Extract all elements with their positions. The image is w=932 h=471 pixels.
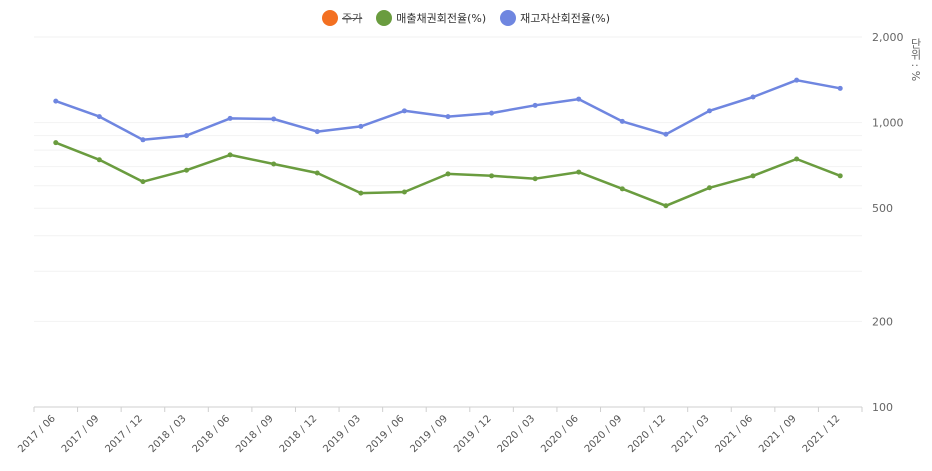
- data-point: [53, 98, 59, 104]
- y-tick-label: 2,000: [872, 31, 904, 44]
- legend-marker: [500, 10, 517, 26]
- data-point: [663, 203, 669, 209]
- legend-item[interactable]: 주가: [322, 10, 362, 26]
- x-tick-label: 2017 / 12: [103, 413, 145, 455]
- x-tick-labels: 2017 / 06 2017 / 09 2017 / 12 2018 / 03 2018…: [16, 413, 842, 455]
- data-point: [184, 133, 190, 139]
- x-tick-label: 2017 / 09: [60, 413, 102, 455]
- x-tick-label: 2021 / 12: [801, 413, 843, 455]
- data-point: [358, 123, 364, 129]
- data-point: [619, 118, 625, 124]
- data-point: [619, 186, 625, 192]
- unit-label: 단위 : %: [909, 38, 922, 82]
- data-point: [489, 110, 495, 116]
- x-tick-label: 2020 / 03: [496, 413, 538, 455]
- legend-item[interactable]: 재고자산회전율(%): [500, 10, 610, 26]
- data-point: [358, 190, 364, 196]
- data-point: [706, 185, 712, 191]
- data-point: [140, 137, 146, 143]
- data-point: [445, 171, 451, 177]
- data-point: [794, 77, 800, 83]
- legend-marker: [322, 10, 338, 26]
- series-layer: [53, 77, 843, 209]
- y-tick-label: 200: [872, 315, 893, 328]
- data-point: [227, 115, 233, 121]
- data-point: [532, 102, 538, 108]
- x-tick-label: 2019 / 03: [321, 413, 363, 455]
- y-tick-label: 1,000: [872, 117, 904, 130]
- grid-lines: [34, 36, 862, 408]
- data-point: [837, 173, 843, 179]
- y-tick-label: 100: [872, 401, 893, 414]
- x-tick-label: 2020 / 12: [626, 413, 668, 455]
- data-point: [140, 179, 146, 185]
- data-point: [706, 108, 712, 114]
- x-tick-label: 2021 / 03: [670, 413, 712, 455]
- data-point: [489, 173, 495, 179]
- data-point: [663, 131, 669, 137]
- x-tick-label: 2018 / 03: [147, 413, 189, 455]
- data-point: [576, 169, 582, 175]
- legend-marker: [376, 10, 393, 26]
- data-point: [271, 161, 277, 167]
- x-tick-label: 2020 / 06: [539, 413, 581, 455]
- data-point: [750, 173, 756, 179]
- data-point: [445, 114, 451, 120]
- x-tick-label: 2019 / 12: [452, 413, 494, 455]
- data-point: [794, 156, 800, 162]
- data-point: [576, 96, 582, 102]
- x-tick-label: 2020 / 09: [583, 413, 625, 455]
- data-point: [271, 116, 277, 122]
- data-point: [750, 94, 756, 100]
- data-point: [401, 189, 407, 195]
- data-point: [184, 167, 190, 173]
- data-point: [532, 176, 538, 182]
- x-tick-label: 2018 / 06: [191, 413, 233, 455]
- x-tick-label: 2021 / 06: [714, 413, 756, 455]
- series-line: [55, 78, 841, 142]
- data-point: [837, 85, 843, 91]
- data-point: [96, 114, 102, 120]
- data-point: [314, 129, 320, 135]
- data-point: [53, 140, 59, 146]
- x-tick-label: 2021 / 09: [757, 413, 799, 455]
- data-point: [227, 152, 233, 158]
- legend-item[interactable]: 매출채권회전율(%): [376, 10, 486, 26]
- axes: [33, 406, 863, 412]
- y-tick-labels: 100 200 500 1,000 2,000: [872, 31, 904, 414]
- data-point: [96, 157, 102, 163]
- legend-label: 주가: [342, 12, 363, 25]
- data-point: [401, 108, 407, 114]
- legend-label: 매출채권회전율(%): [396, 12, 487, 25]
- y-tick-label: 500: [872, 202, 893, 215]
- x-tick-label: 2017 / 06: [16, 413, 58, 455]
- x-tick-label: 2018 / 09: [234, 413, 276, 455]
- legend: 주가 매출채권회전율(%) 재고자산회전율(%): [0, 10, 932, 26]
- x-tick-label: 2019 / 06: [365, 413, 407, 455]
- x-tick-label: 2018 / 12: [278, 413, 320, 455]
- legend-label: 재고자산회전율(%): [520, 12, 610, 25]
- data-point: [314, 170, 320, 176]
- x-tick-label: 2019 / 09: [408, 413, 450, 455]
